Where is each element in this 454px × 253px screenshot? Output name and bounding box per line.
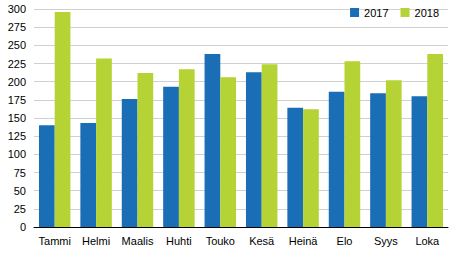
svg-text:100: 100 [8, 148, 26, 160]
svg-text:50: 50 [14, 185, 26, 197]
svg-text:0: 0 [20, 221, 26, 233]
svg-text:200: 200 [8, 76, 26, 88]
svg-text:175: 175 [8, 94, 26, 106]
svg-text:300: 300 [8, 3, 26, 15]
svg-text:Heinä: Heinä [289, 235, 319, 247]
svg-text:75: 75 [14, 167, 26, 179]
svg-text:Loka: Loka [415, 235, 440, 247]
svg-text:Maalis: Maalis [122, 235, 154, 247]
svg-text:225: 225 [8, 58, 26, 70]
svg-text:2017: 2017 [364, 7, 388, 19]
svg-text:Kesä: Kesä [249, 235, 275, 247]
svg-text:250: 250 [8, 39, 26, 51]
svg-text:Tammi: Tammi [39, 235, 71, 247]
svg-text:Helmi: Helmi [82, 235, 110, 247]
svg-text:125: 125 [8, 130, 26, 142]
svg-text:Elo: Elo [337, 235, 353, 247]
svg-text:150: 150 [8, 112, 26, 124]
svg-text:2018: 2018 [415, 7, 439, 19]
svg-text:Huhti: Huhti [166, 235, 192, 247]
svg-text:Touko: Touko [206, 235, 235, 247]
svg-text:275: 275 [8, 21, 26, 33]
svg-text:Syys: Syys [374, 235, 398, 247]
svg-text:25: 25 [14, 203, 26, 215]
